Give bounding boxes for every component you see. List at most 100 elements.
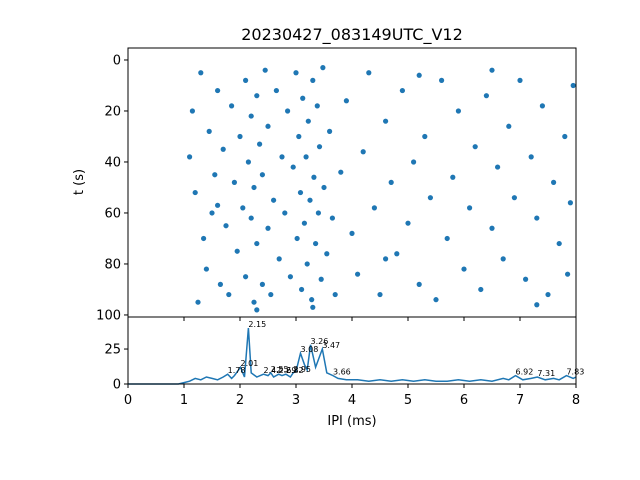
scatter-point bbox=[450, 174, 456, 180]
scatter-point bbox=[360, 149, 366, 155]
scatter-point bbox=[259, 172, 265, 178]
chart-title: 20230427_083149UTC_V12 bbox=[241, 25, 463, 45]
scatter-point bbox=[254, 240, 260, 247]
y-tick-label: 80 bbox=[104, 257, 121, 272]
scatter-point bbox=[305, 118, 311, 124]
scatter-point bbox=[551, 179, 557, 185]
scatter-point bbox=[539, 103, 546, 109]
scatter-point bbox=[355, 271, 361, 277]
scatter-point bbox=[567, 200, 574, 206]
scatter-point bbox=[231, 179, 237, 185]
scatter-point bbox=[422, 133, 428, 140]
scatter-point bbox=[383, 256, 389, 262]
scatter-point bbox=[343, 98, 349, 104]
scatter-point bbox=[206, 128, 212, 134]
peak-label: 2.95 bbox=[293, 365, 311, 374]
x-tick-label: 1 bbox=[180, 393, 188, 408]
scatter-point bbox=[215, 87, 221, 94]
scatter-point bbox=[506, 123, 512, 129]
peak-label: 2.01 bbox=[241, 359, 259, 368]
y-tick-label: 25 bbox=[104, 343, 121, 358]
scatter-point bbox=[311, 174, 317, 180]
scatter-point bbox=[282, 210, 288, 216]
scatter-point bbox=[229, 103, 235, 109]
scatter-point bbox=[411, 159, 417, 165]
histogram-line bbox=[128, 327, 577, 385]
scatter-point bbox=[223, 223, 229, 229]
peak-label: 7.83 bbox=[566, 368, 584, 377]
scatter-point bbox=[259, 281, 265, 287]
scatter-point bbox=[349, 230, 355, 236]
scatter-point bbox=[329, 215, 335, 221]
scatter-point bbox=[327, 128, 333, 134]
scatter-point bbox=[315, 210, 321, 216]
scatter-point bbox=[517, 77, 523, 83]
scatter-point bbox=[313, 240, 319, 247]
scatter-point bbox=[290, 164, 296, 170]
scatter-point bbox=[377, 291, 383, 298]
scatter-point bbox=[226, 291, 232, 298]
scatter-point bbox=[416, 72, 422, 78]
scatter-point bbox=[262, 67, 268, 73]
scatter-point bbox=[394, 251, 400, 257]
scatter-point bbox=[212, 172, 218, 178]
peak-label: 2.69 bbox=[279, 366, 297, 375]
peak-label: 3.66 bbox=[333, 368, 351, 377]
axes-frame bbox=[127, 316, 577, 385]
scatter-point bbox=[310, 304, 316, 310]
scatter-point bbox=[565, 271, 571, 277]
x-tick-label: 0 bbox=[124, 393, 132, 408]
x-tick-label: 2 bbox=[236, 393, 244, 408]
scatter-point bbox=[383, 118, 389, 124]
scatter-point bbox=[294, 235, 300, 242]
scatter-point bbox=[500, 256, 506, 262]
scatter-point bbox=[416, 281, 422, 287]
y-tick-label: 0 bbox=[113, 378, 121, 393]
scatter-point bbox=[427, 195, 433, 201]
scatter-point bbox=[251, 184, 257, 191]
y-tick-label: 100 bbox=[96, 308, 121, 323]
scatter-point bbox=[301, 220, 307, 226]
scatter-point bbox=[268, 291, 274, 298]
scatter-point bbox=[217, 281, 223, 287]
scatter-point bbox=[433, 297, 439, 303]
peak-label: 6.92 bbox=[516, 368, 534, 377]
scatter-point bbox=[251, 299, 257, 305]
peak-label: 3.08 bbox=[300, 345, 318, 354]
peak-label: 7.31 bbox=[537, 369, 555, 378]
scatter-point bbox=[299, 286, 305, 293]
scatter-point bbox=[444, 235, 450, 242]
scatter-point bbox=[534, 215, 540, 221]
scatter-point bbox=[478, 286, 484, 293]
scatter-point bbox=[245, 159, 251, 165]
scatter-point bbox=[257, 141, 263, 147]
scatter-point bbox=[314, 103, 320, 109]
y-tick-label: 40 bbox=[104, 155, 121, 170]
scatter-point bbox=[320, 65, 326, 71]
x-axis-label: IPI (ms) bbox=[327, 414, 376, 429]
scatter-point bbox=[265, 123, 271, 129]
scatter-point bbox=[189, 108, 195, 114]
x-tick-label: 8 bbox=[572, 393, 580, 408]
scatter-point bbox=[265, 225, 271, 231]
peak-label: 3.26 bbox=[311, 337, 329, 346]
scatter-point bbox=[203, 266, 209, 272]
scatter-point bbox=[201, 235, 207, 242]
scatter-point bbox=[285, 108, 291, 114]
scatter-point bbox=[461, 266, 467, 272]
scatter-point bbox=[371, 205, 377, 211]
scatter-point bbox=[534, 302, 540, 308]
scatter-point bbox=[254, 307, 260, 313]
scatter-point bbox=[303, 154, 309, 160]
x-tick-label: 5 bbox=[404, 393, 412, 408]
peak-label: 2.82 bbox=[286, 366, 304, 375]
peak-label: 1.78 bbox=[228, 366, 246, 375]
peak-label: 2.55 bbox=[271, 365, 289, 374]
scatter-point bbox=[321, 184, 327, 191]
scatter-point bbox=[287, 274, 293, 280]
scatter-point bbox=[399, 87, 405, 94]
peak-label: 2.15 bbox=[248, 320, 266, 329]
x-tick-label: 3 bbox=[292, 393, 300, 408]
